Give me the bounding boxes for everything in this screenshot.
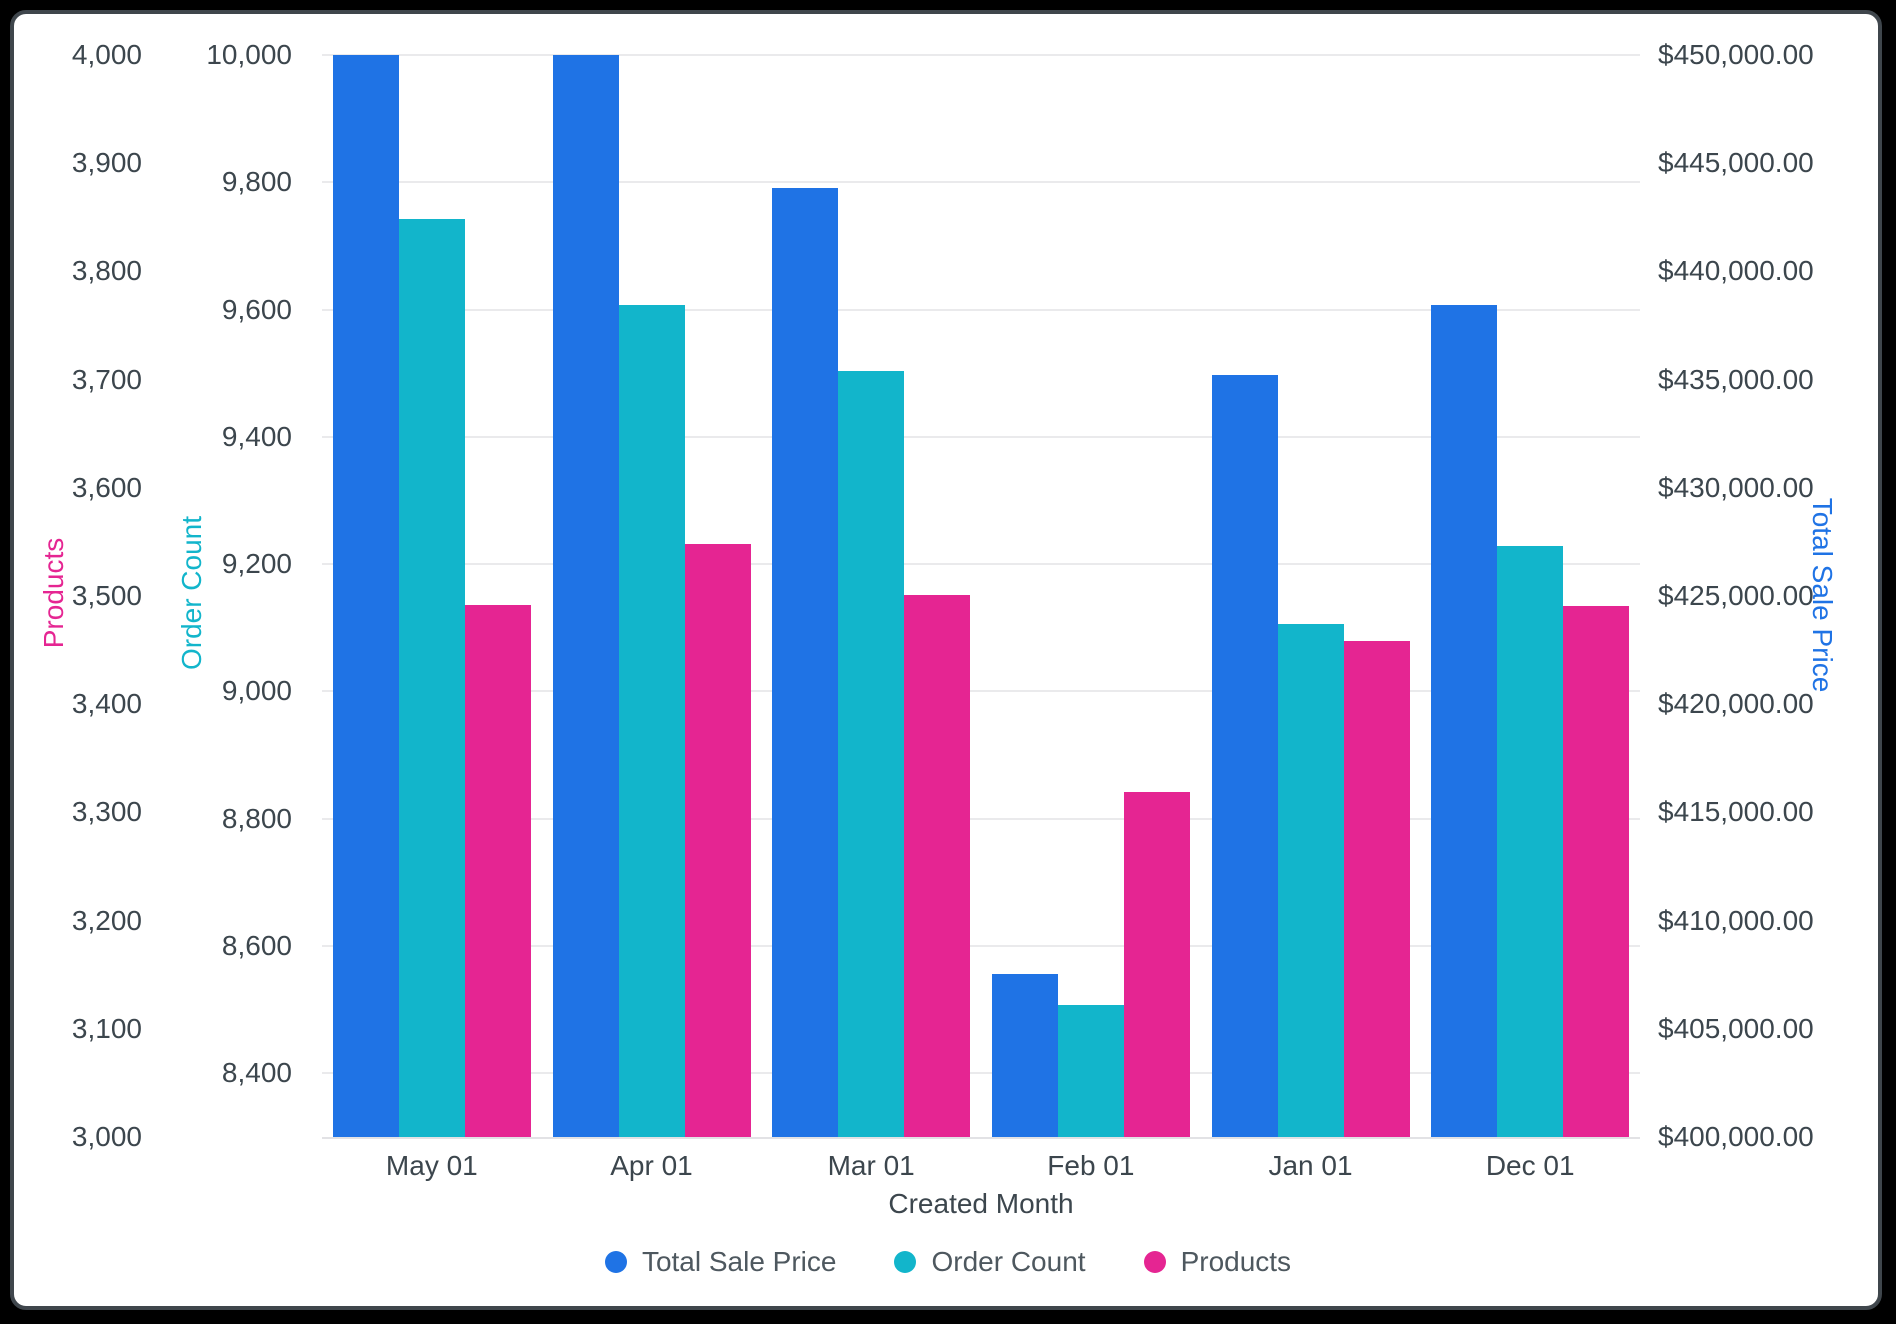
x-tick-label-apr-01: Apr 01 bbox=[610, 1150, 693, 1181]
x-tick-label-jan-01: Jan 01 bbox=[1268, 1150, 1353, 1181]
products-tick-label: 3,900 bbox=[71, 147, 142, 179]
legend-dot-icon bbox=[604, 1251, 627, 1273]
gridline bbox=[322, 308, 1640, 311]
products-tick-label: 3,000 bbox=[71, 1121, 142, 1152]
order-tick-label: 8,400 bbox=[221, 1057, 292, 1089]
tsp-tick-label: $400,000.00 bbox=[1658, 1121, 1814, 1152]
bar-total-sale-price-dec-01[interactable] bbox=[1431, 304, 1498, 1137]
order-tick-label: 8,800 bbox=[221, 802, 292, 834]
order-tick-label: 9,200 bbox=[221, 548, 292, 580]
gridline bbox=[322, 54, 1640, 56]
x-tick-label-feb-01: Feb 01 bbox=[1047, 1150, 1135, 1181]
tsp-tick-label: $415,000.00 bbox=[1658, 796, 1814, 828]
order-tick-label: 9,800 bbox=[221, 166, 292, 198]
products-tick-label: 3,700 bbox=[71, 363, 142, 395]
bar-products-feb-01[interactable] bbox=[1123, 791, 1190, 1137]
gridline bbox=[322, 435, 1640, 438]
gridline bbox=[322, 945, 1640, 948]
products-tick-label: 3,300 bbox=[71, 796, 142, 828]
products-tick-label: 3,800 bbox=[71, 255, 142, 287]
x-axis-tick-labels: May 01 Apr 01 Mar 01 Feb 01 Jan 01 Dec 01 bbox=[322, 1150, 1640, 1182]
products-axis-ticks: 4,000 3,900 3,800 3,700 3,600 3,500 3,400 3,300… bbox=[0, 39, 142, 1152]
bar-total-sale-price-mar-01[interactable] bbox=[772, 188, 839, 1137]
order-tick-label: 9,400 bbox=[221, 420, 292, 452]
tsp-tick-label: $440,000.00 bbox=[1658, 255, 1814, 287]
legend-item-order-count[interactable]: Order Count bbox=[894, 1246, 1086, 1278]
legend: Total Sale Price Order Count Products bbox=[0, 1246, 1896, 1278]
bar-order-count-apr-01[interactable] bbox=[618, 305, 685, 1137]
bar-groups bbox=[322, 55, 1640, 1137]
bar-group-feb-01 bbox=[981, 55, 1201, 1137]
bar-total-sale-price-feb-01[interactable] bbox=[991, 973, 1058, 1137]
order-count-axis-ticks: 10,000 9,800 9,600 9,400 9,200 9,000 8,800 8,60… bbox=[0, 39, 292, 1137]
bar-total-sale-price-apr-01[interactable] bbox=[552, 55, 619, 1137]
bar-total-sale-price-may-01[interactable] bbox=[332, 55, 399, 1137]
products-tick-label: 4,000 bbox=[71, 39, 142, 70]
x-tick-label-dec-01: Dec 01 bbox=[1485, 1150, 1575, 1181]
order-tick-label: 9,600 bbox=[221, 293, 292, 325]
products-tick-label: 3,200 bbox=[71, 904, 142, 936]
legend-label: Products bbox=[1180, 1246, 1292, 1277]
legend-dot-icon bbox=[1143, 1251, 1166, 1273]
bar-group-may-01 bbox=[322, 55, 542, 1137]
x-axis-title: Created Month bbox=[888, 1188, 1074, 1219]
gridline bbox=[322, 690, 1640, 693]
products-tick-label: 3,600 bbox=[71, 471, 142, 503]
products-tick-label: 3,500 bbox=[71, 580, 142, 611]
bar-group-jan-01 bbox=[1201, 55, 1421, 1137]
bar-order-count-jan-01[interactable] bbox=[1277, 624, 1344, 1137]
legend-label: Order Count bbox=[931, 1246, 1086, 1277]
products-axis-title: Products bbox=[38, 537, 69, 649]
bar-group-mar-01 bbox=[761, 55, 981, 1137]
bar-total-sale-price-jan-01[interactable] bbox=[1211, 374, 1278, 1137]
bar-products-mar-01[interactable] bbox=[904, 594, 971, 1137]
legend-label: Total Sale Price bbox=[641, 1246, 837, 1277]
bar-products-apr-01[interactable] bbox=[684, 544, 751, 1137]
order-tick-label: 9,000 bbox=[221, 675, 292, 707]
x-tick-label-mar-01: Mar 01 bbox=[827, 1150, 915, 1181]
bar-order-count-mar-01[interactable] bbox=[838, 371, 905, 1137]
order-count-axis-title: Order Count bbox=[176, 515, 207, 671]
legend-dot-icon bbox=[894, 1251, 917, 1273]
tsp-tick-label: $445,000.00 bbox=[1658, 147, 1814, 179]
total-sale-price-axis-ticks: $450,000.00 $445,000.00 $440,000.00 $435,00… bbox=[1658, 39, 1894, 1152]
gridline bbox=[322, 181, 1640, 184]
legend-item-total-sale-price[interactable]: Total Sale Price bbox=[604, 1246, 837, 1278]
bar-products-may-01[interactable] bbox=[464, 604, 531, 1137]
tsp-tick-label: $420,000.00 bbox=[1658, 688, 1814, 720]
bar-group-dec-01 bbox=[1420, 55, 1640, 1137]
products-tick-label: 3,400 bbox=[71, 688, 142, 720]
gridline bbox=[322, 563, 1640, 566]
tsp-tick-label: $430,000.00 bbox=[1658, 471, 1814, 503]
gridline bbox=[322, 1072, 1640, 1075]
tsp-tick-label: $435,000.00 bbox=[1658, 363, 1814, 395]
bar-order-count-dec-01[interactable] bbox=[1497, 546, 1564, 1137]
tsp-tick-label: $405,000.00 bbox=[1658, 1012, 1814, 1044]
legend-item-products[interactable]: Products bbox=[1143, 1246, 1292, 1278]
order-tick-label: 8,600 bbox=[221, 930, 292, 962]
tsp-tick-label: $425,000.00 bbox=[1658, 580, 1814, 611]
bar-order-count-feb-01[interactable] bbox=[1057, 1004, 1124, 1137]
total-sale-price-axis-title: Total Sale Price bbox=[1807, 497, 1838, 693]
bar-products-dec-01[interactable] bbox=[1563, 605, 1630, 1137]
bar-products-jan-01[interactable] bbox=[1343, 641, 1410, 1137]
order-tick-label: 10,000 bbox=[206, 39, 292, 70]
products-tick-label: 3,100 bbox=[71, 1012, 142, 1044]
bar-order-count-may-01[interactable] bbox=[398, 219, 465, 1137]
tsp-tick-label: $450,000.00 bbox=[1658, 39, 1814, 70]
tsp-tick-label: $410,000.00 bbox=[1658, 904, 1814, 936]
plot-area bbox=[322, 54, 1640, 1139]
gridline bbox=[322, 817, 1640, 820]
x-tick-label-may-01: May 01 bbox=[385, 1150, 478, 1181]
bar-group-apr-01 bbox=[542, 55, 762, 1137]
